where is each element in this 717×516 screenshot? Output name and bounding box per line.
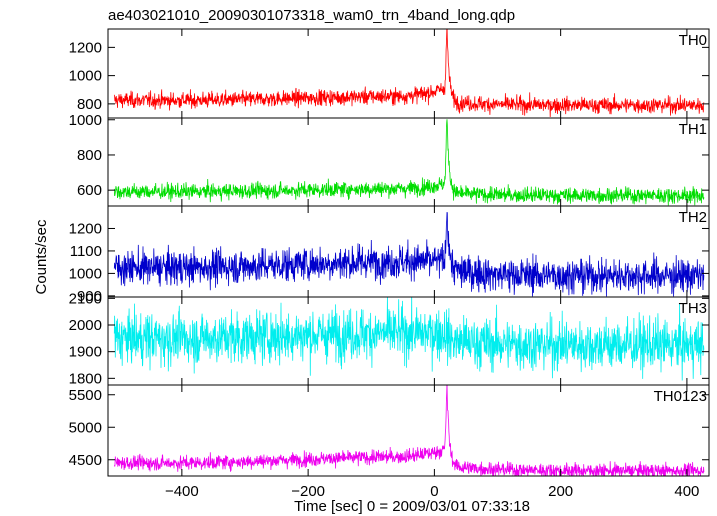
panel-label: TH3	[679, 300, 707, 317]
x-tick-label: 400	[674, 483, 699, 500]
panel-th2: 900 1000 1100 1200 TH2	[69, 205, 710, 305]
x-axis-title: Time [sec] 0 = 2009/03/01 07:33:18	[294, 498, 530, 515]
panel-th0123: 4500 5000 5500 TH0123	[69, 384, 710, 477]
panel-label: TH0123	[654, 388, 707, 405]
panel-label: TH2	[679, 209, 707, 226]
y-tick-label: 800	[77, 96, 102, 113]
y-tick-label: 1000	[69, 68, 102, 85]
series-th1	[113, 119, 705, 206]
series-th2	[113, 212, 705, 297]
y-tick-label: 2100	[69, 290, 102, 307]
y-tick-label: 900	[77, 288, 102, 305]
x-tick-label: 200	[548, 483, 573, 500]
x-tick-label: 0	[430, 483, 438, 500]
series-th3	[113, 297, 705, 381]
y-tick-label: 4500	[69, 452, 102, 469]
y-tick-label: 800	[77, 147, 102, 164]
y-tick-label: 1900	[69, 344, 102, 361]
panel-th0: 800 1000 1200 TH0	[69, 28, 710, 119]
y-tick-label: 1100	[70, 243, 102, 260]
y-tick-label: 5500	[69, 387, 102, 404]
y-tick-label: 5000	[69, 419, 102, 436]
panel-label: TH0	[679, 32, 707, 49]
y-tick-label: 600	[77, 182, 102, 199]
panel-th1: 600 800 1000 TH1	[69, 112, 710, 207]
figure-title: ae403021010_20090301073318_wam0_trn_4ban…	[108, 7, 515, 24]
y-tick-label: 1000	[69, 112, 102, 129]
x-tick-label: −400	[165, 483, 199, 500]
y-tick-label: 1200	[69, 220, 102, 237]
panel-label: TH1	[679, 121, 707, 138]
series-th0123	[113, 385, 705, 476]
y-axis-title: Counts/sec	[33, 219, 50, 295]
panel-frame	[107, 384, 710, 477]
panel-frame	[107, 28, 710, 119]
y-tick-label: 2000	[69, 317, 102, 334]
y-tick-label: 1200	[69, 39, 102, 56]
x-tick-label: −200	[291, 483, 325, 500]
panel-th3: 1800 1900 2000 2100 TH3	[69, 290, 710, 387]
series-th0	[113, 29, 705, 118]
y-tick-label: 1000	[69, 265, 102, 282]
y-tick-label: 1800	[69, 370, 102, 387]
